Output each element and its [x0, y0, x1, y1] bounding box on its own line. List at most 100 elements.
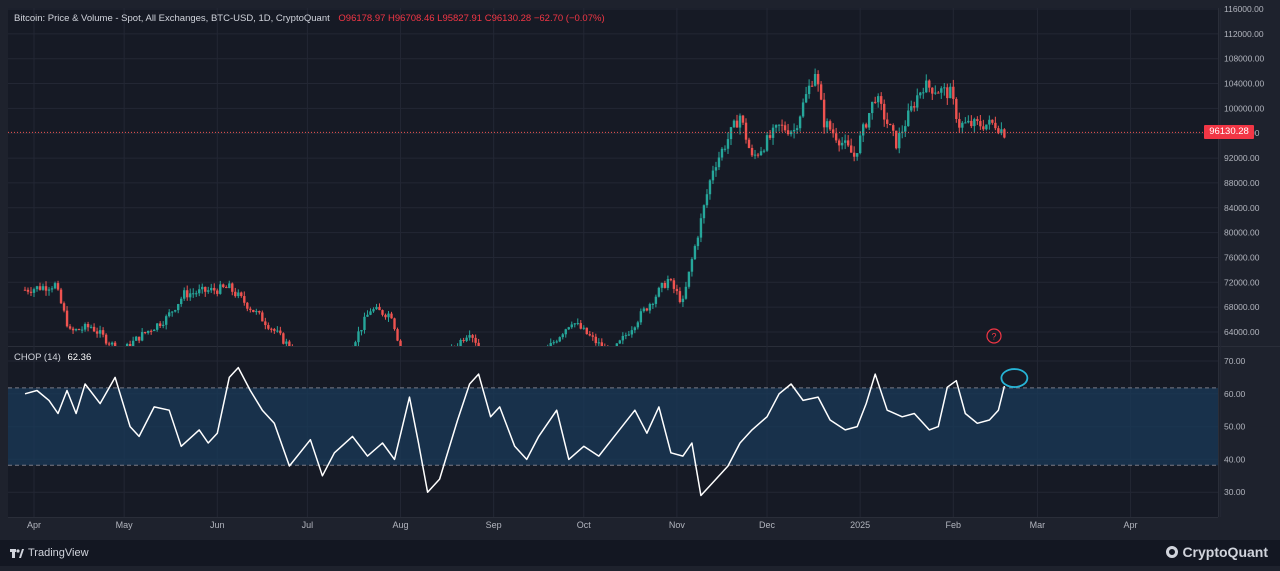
candle-body	[164, 316, 168, 325]
candle-body	[56, 283, 60, 290]
candle-body	[922, 92, 925, 94]
indicator-legend[interactable]: CHOP (14) 62.36	[14, 352, 91, 363]
candle-body	[967, 120, 970, 123]
candle-body	[161, 324, 165, 326]
candle-body	[973, 119, 976, 127]
candle-body	[29, 291, 33, 293]
candle-body	[840, 142, 844, 146]
candle-body	[468, 335, 471, 338]
candle-body	[149, 330, 153, 332]
candle-body	[726, 139, 730, 149]
price-tick-label: 64000.00	[1224, 327, 1260, 337]
cryptoquant-icon	[1166, 546, 1179, 558]
event-marker-glyph: ?	[991, 332, 996, 342]
candle-body	[907, 110, 910, 127]
candle-body	[991, 119, 994, 123]
candle-body	[621, 335, 625, 341]
candle-body	[104, 334, 108, 344]
last-price-tag: 96130.28	[1204, 125, 1254, 140]
candle-body	[555, 341, 558, 343]
candle-body	[71, 328, 75, 331]
candle-body	[883, 103, 886, 120]
candle-body	[213, 287, 216, 291]
candle-body	[958, 119, 961, 128]
candle-body	[35, 286, 39, 290]
chop-tick-label: 40.00	[1224, 454, 1246, 464]
candle-body	[198, 289, 201, 294]
candle-body	[384, 314, 387, 318]
candle-body	[128, 343, 132, 346]
candle-body	[366, 314, 369, 317]
candle-body	[92, 326, 96, 332]
candle-body	[886, 119, 889, 124]
price-tick-label: 84000.00	[1224, 203, 1260, 213]
candle-body	[910, 106, 913, 111]
candle-body	[282, 333, 285, 344]
candle-body	[880, 96, 883, 104]
x-tick-label: Sep	[486, 520, 502, 530]
candle-body	[204, 286, 207, 292]
event-marker-icon	[986, 328, 1002, 344]
candle-body	[471, 335, 474, 338]
candle-body	[279, 330, 282, 334]
candle-body	[717, 157, 721, 168]
candle-body	[77, 329, 81, 331]
tradingview-logo[interactable]: TradingView	[10, 547, 89, 559]
candle-body	[360, 329, 363, 332]
price-pane	[8, 8, 1218, 346]
indicator-value: 62.36	[67, 352, 92, 363]
x-tick-label: Oct	[577, 520, 592, 530]
candle-body	[822, 99, 826, 128]
candle-body	[582, 327, 585, 329]
candle-body	[231, 283, 234, 292]
candle-body	[702, 205, 706, 219]
candle-body	[768, 135, 772, 138]
candle-body	[594, 336, 597, 344]
candle-body	[372, 309, 375, 312]
candle-body	[642, 308, 646, 312]
price-tick-label: 88000.00	[1224, 178, 1260, 188]
indicator-name: CHOP (14)	[14, 352, 61, 363]
candle-body	[249, 308, 252, 310]
candle-body	[804, 94, 808, 103]
candle-body	[201, 286, 204, 290]
candle-body	[864, 124, 868, 128]
candle-body	[711, 170, 715, 181]
candle-body	[107, 343, 111, 345]
candle-body	[988, 119, 991, 125]
candle-body	[753, 154, 757, 156]
candle-body	[170, 311, 174, 313]
candle-body	[630, 330, 634, 335]
candle-body	[549, 343, 552, 346]
candle-body	[831, 129, 835, 134]
candle-body	[137, 336, 141, 341]
candle-body	[961, 122, 964, 128]
price-tick-label: 92000.00	[1224, 153, 1260, 163]
candle-body	[110, 342, 114, 345]
candle-body	[852, 152, 856, 157]
price-tick-label: 68000.00	[1224, 302, 1260, 312]
candle-body	[624, 335, 628, 337]
x-tick-label: Aug	[393, 520, 409, 530]
footer-bar	[0, 540, 1280, 566]
candle-body	[59, 289, 63, 304]
candle-body	[561, 334, 564, 338]
candle-body	[750, 147, 754, 156]
candle-body	[615, 343, 619, 346]
candle-body	[396, 329, 399, 341]
candle-body	[369, 311, 372, 315]
candle-body	[940, 88, 943, 93]
candle-body	[65, 310, 69, 327]
cryptoquant-label: CryptoQuant	[1182, 544, 1268, 560]
candle-body	[600, 342, 604, 346]
candle-body	[663, 282, 667, 288]
candle-body	[976, 119, 979, 122]
candle-body	[810, 85, 814, 87]
chart-header: Bitcoin: Price & Volume - Spot, All Exch…	[14, 13, 605, 24]
candle-body	[916, 95, 919, 108]
candle-body	[80, 329, 84, 331]
candle-body	[225, 287, 228, 289]
chop-line	[24, 366, 1006, 497]
chop-band	[8, 387, 1218, 466]
